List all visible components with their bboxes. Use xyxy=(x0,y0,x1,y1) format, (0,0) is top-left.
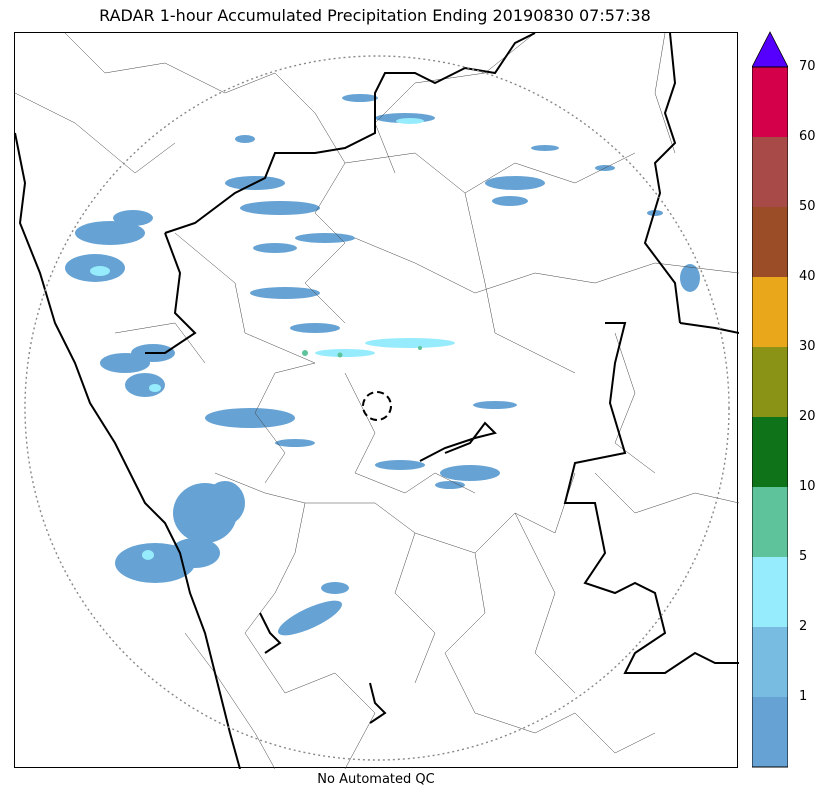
colorbar-tick-label: 60 xyxy=(799,129,816,144)
colorbar-segment xyxy=(752,67,788,137)
state-boundaries xyxy=(15,33,739,769)
colorbar-tick-label: 5 xyxy=(799,549,808,564)
precipitation-echoes xyxy=(65,94,700,636)
colorbar-segment xyxy=(752,697,788,767)
map-canvas xyxy=(15,33,739,769)
colorbar-tick-label: 2 xyxy=(799,619,808,634)
colorbar-tick-label: 70 xyxy=(799,59,816,74)
colorbar-tick-label: 50 xyxy=(799,199,816,214)
colorbar-tick-label: 30 xyxy=(799,339,816,354)
colorbar-tick-label: 10 xyxy=(799,479,816,494)
colorbar-tick-label: 1 xyxy=(799,689,808,704)
colorbar-segment xyxy=(752,347,788,417)
radar-range-ring xyxy=(24,55,730,761)
colorbar-segment xyxy=(752,417,788,487)
radar-map xyxy=(14,32,739,769)
colorbar-tick-label: 40 xyxy=(799,269,816,284)
colorbar-segment xyxy=(752,627,788,697)
colorbar-segment xyxy=(752,487,788,557)
precipitation-moderate-echoes xyxy=(302,346,422,358)
colorbar-segment xyxy=(752,557,788,627)
colorbar-extend-arrow xyxy=(752,31,788,68)
colorbar xyxy=(752,31,788,768)
precipitation-light-echoes xyxy=(90,118,455,560)
colorbar-segment xyxy=(752,277,788,347)
qc-note: No Automated QC xyxy=(317,772,435,787)
map-title: RADAR 1-hour Accumulated Precipitation E… xyxy=(99,6,651,25)
district-boundaries xyxy=(15,33,739,769)
radar-site-marker xyxy=(362,391,392,421)
colorbar-segment xyxy=(752,207,788,277)
colorbar-tick-label: 20 xyxy=(799,409,816,424)
colorbar-segment xyxy=(752,137,788,207)
